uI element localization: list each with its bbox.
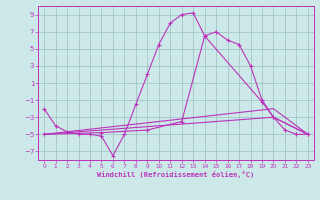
X-axis label: Windchill (Refroidissement éolien,°C): Windchill (Refroidissement éolien,°C) (97, 171, 255, 178)
